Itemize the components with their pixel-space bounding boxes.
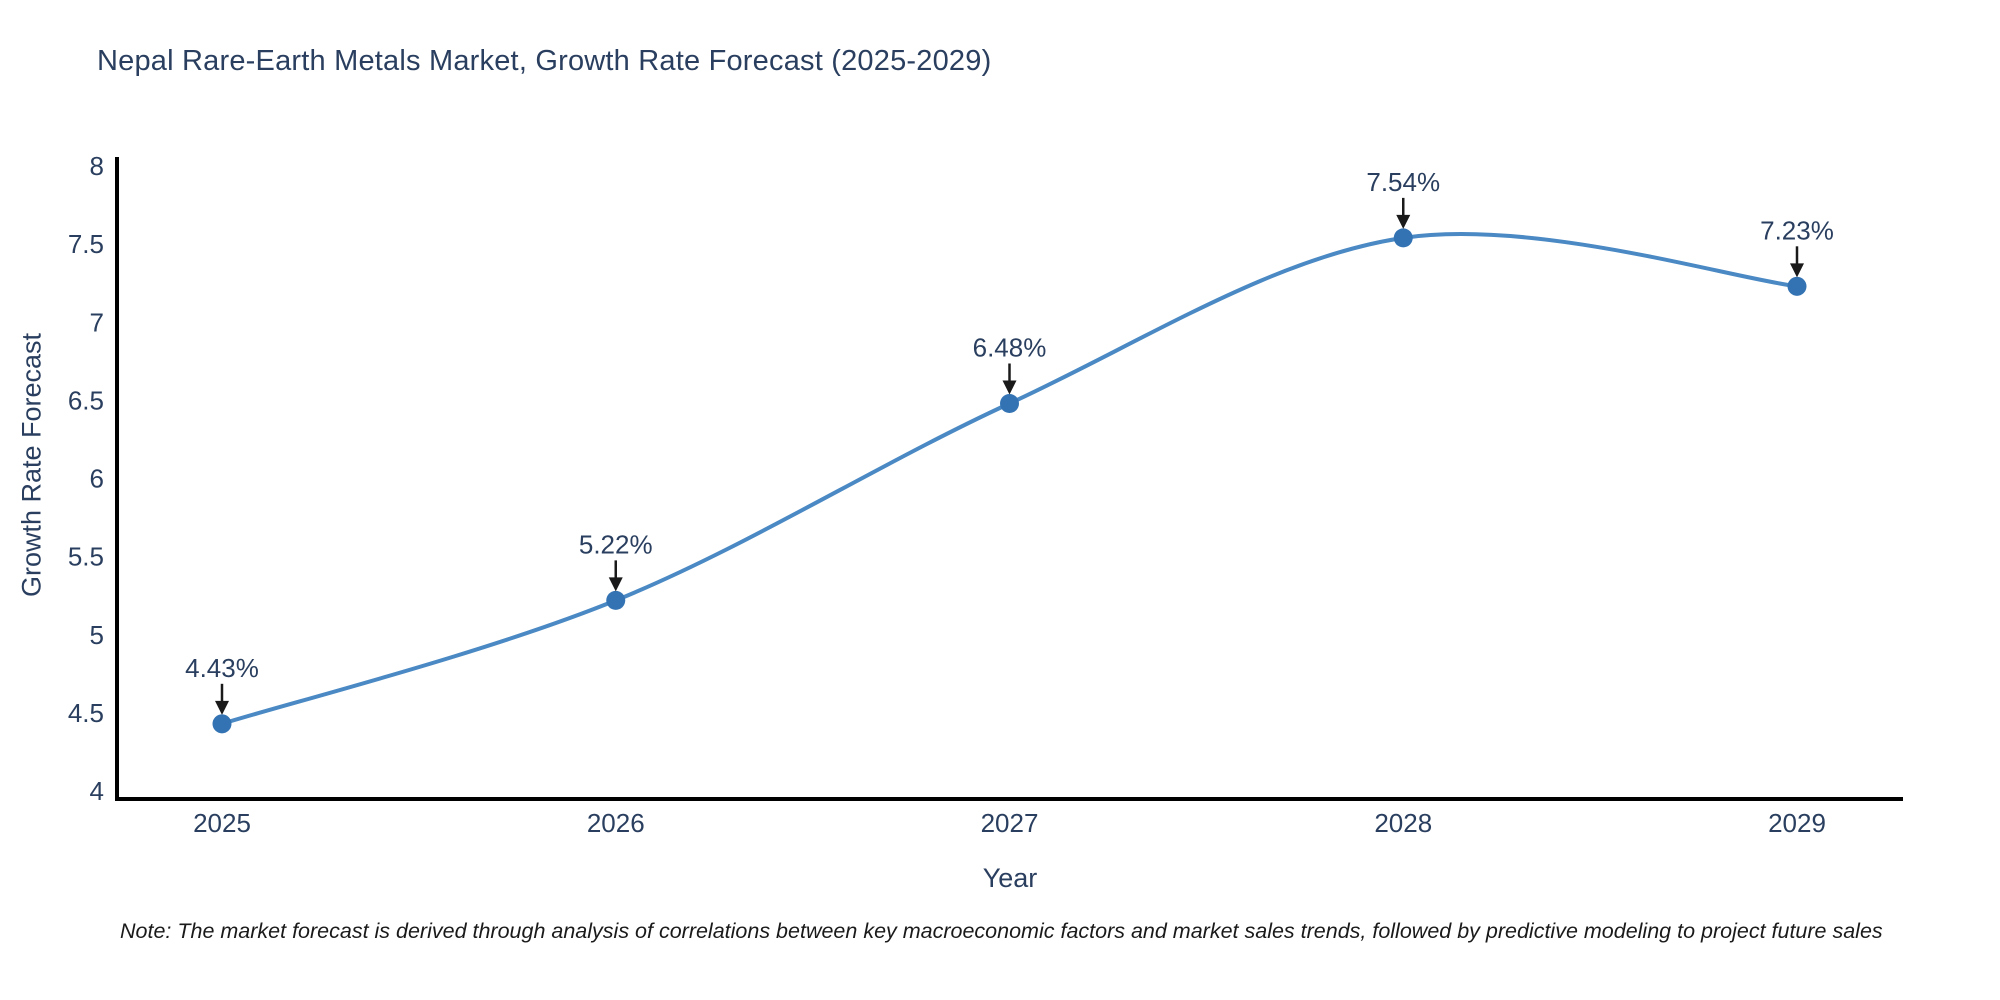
chart-title: Nepal Rare-Earth Metals Market, Growth R… bbox=[97, 45, 992, 77]
y-axis-title: Growth Rate Forecast bbox=[16, 332, 47, 598]
annotation-label: 5.22% bbox=[579, 529, 653, 559]
x-tick-label: 2029 bbox=[1768, 808, 1826, 838]
annotation-2025: 4.43% bbox=[185, 653, 259, 715]
x-tick-label: 2026 bbox=[587, 808, 645, 838]
annotation-arrowhead-icon bbox=[215, 700, 229, 715]
forecast-line bbox=[220, 231, 1799, 726]
annotation-label: 6.48% bbox=[973, 333, 1047, 363]
annotation-label: 7.54% bbox=[1366, 167, 1440, 197]
y-tick-label: 8 bbox=[90, 151, 104, 181]
data-point-2025 bbox=[212, 714, 232, 734]
data-point-2028 bbox=[1393, 228, 1413, 248]
y-tick-label: 7.5 bbox=[68, 229, 104, 259]
data-point-2029 bbox=[1787, 276, 1807, 296]
y-tick-label: 7 bbox=[90, 307, 104, 337]
x-axis-title: Year bbox=[982, 863, 1038, 893]
annotation-2029: 7.23% bbox=[1760, 215, 1834, 278]
annotation-arrowhead-icon bbox=[1002, 380, 1017, 395]
y-tick-label: 5 bbox=[90, 620, 104, 650]
x-tick-label: 2025 bbox=[193, 808, 251, 838]
annotation-label: 4.43% bbox=[185, 653, 259, 683]
y-tick-label: 6.5 bbox=[68, 385, 104, 415]
annotation-arrowhead-icon bbox=[608, 577, 623, 592]
annotation-arrowhead-icon bbox=[1790, 263, 1804, 278]
footnote: Note: The market forecast is derived thr… bbox=[120, 919, 1883, 943]
data-point-2026 bbox=[606, 590, 626, 610]
annotation-2028: 7.54% bbox=[1366, 167, 1440, 229]
x-tick-label: 2027 bbox=[981, 808, 1039, 838]
data-point-2027 bbox=[1000, 394, 1019, 413]
x-tick-label: 2028 bbox=[1374, 808, 1432, 838]
annotation-2026: 5.22% bbox=[579, 529, 653, 592]
y-tick-label: 6 bbox=[90, 464, 104, 494]
y-tick-label: 4.5 bbox=[68, 698, 104, 728]
y-tick-label: 4 bbox=[90, 776, 104, 806]
y-tick-label: 5.5 bbox=[68, 542, 104, 572]
annotation-2027: 6.48% bbox=[973, 333, 1047, 395]
annotation-arrowhead-icon bbox=[1396, 214, 1411, 229]
annotation-label: 7.23% bbox=[1760, 215, 1834, 245]
